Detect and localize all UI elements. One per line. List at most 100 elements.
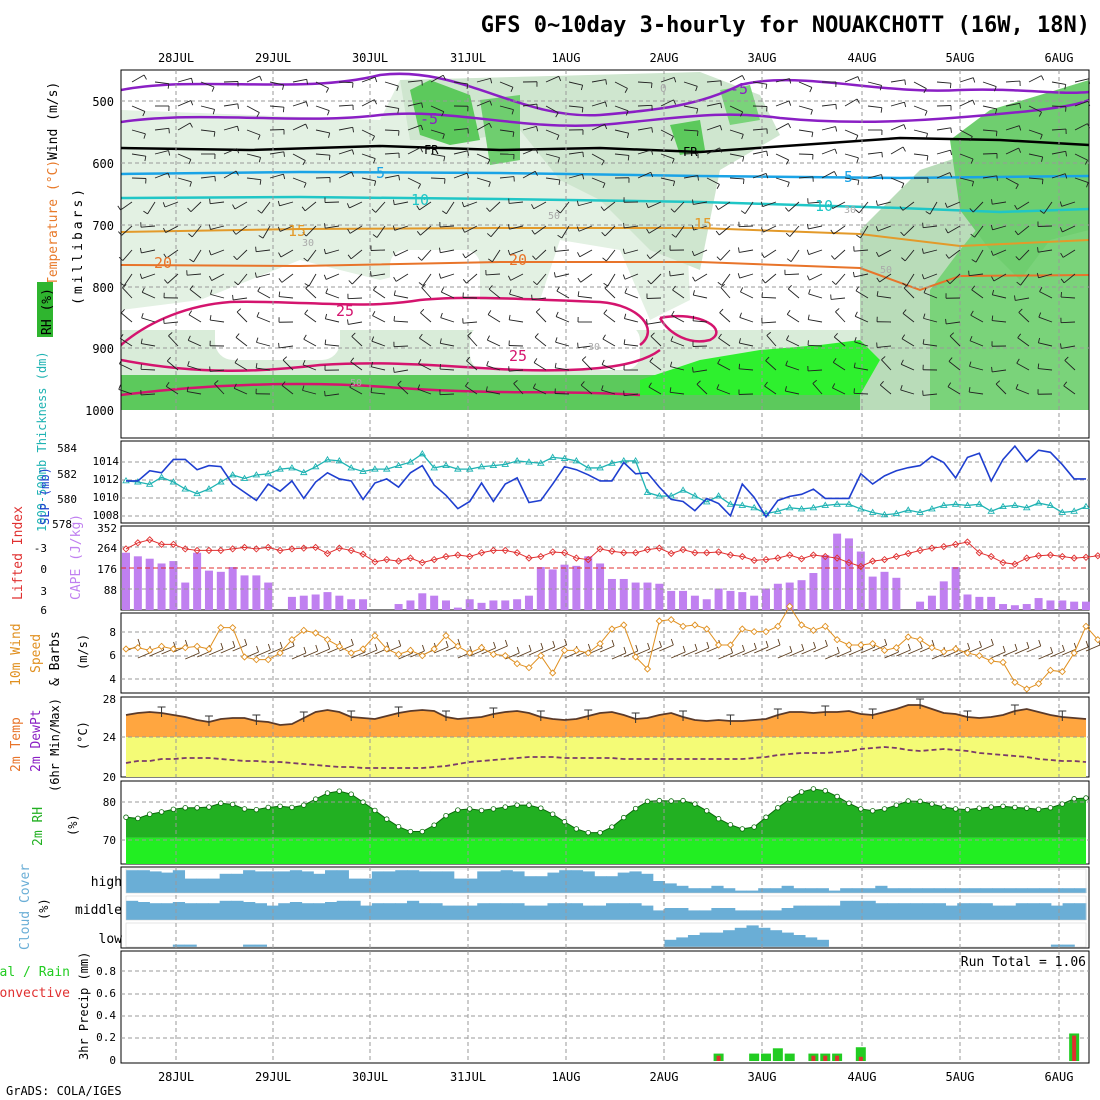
upper-barb-flag-11-32 xyxy=(854,337,857,343)
cloud-middle-66 xyxy=(898,903,911,920)
upper-barb-11-23 xyxy=(650,335,662,347)
upper-barb-10-32 xyxy=(855,315,869,323)
cloud-middle-35 xyxy=(535,905,548,920)
w10-point-24 xyxy=(406,646,415,654)
upper-barb-flag-11-21 xyxy=(602,334,606,340)
upper-barb-3-12 xyxy=(407,147,421,155)
upper-barb-8-31 xyxy=(835,273,846,285)
upper-barb-0-26 xyxy=(729,75,743,83)
upper-barb-13-29 xyxy=(785,390,800,395)
upper-barb-flag-7-7 xyxy=(278,252,282,258)
upper-barb-10-23 xyxy=(647,321,662,325)
upper-barb-flag-4-25 xyxy=(716,184,720,189)
upper-barb-flag-1-21 xyxy=(625,110,629,116)
cape-tick-88: 88 xyxy=(104,584,117,597)
cloud-middle-43 xyxy=(629,903,642,920)
upper-barb-4-24 xyxy=(683,175,698,179)
cloud-high-45 xyxy=(652,881,666,893)
w10-barb-flag-33 xyxy=(528,644,532,652)
temp2m-ticks: 28 24 20 xyxy=(103,693,117,784)
cloud-high-5 xyxy=(184,878,197,893)
upper-barb-10-38 xyxy=(992,320,1007,323)
li-point-4 xyxy=(169,540,178,548)
upper-barb-8-21 xyxy=(607,273,616,287)
upper-barb-flag-12-19 xyxy=(554,362,557,368)
upper-barb-0-21 xyxy=(614,81,628,89)
cloud-middle-36 xyxy=(547,903,560,920)
upper-barb-flag-2-25 xyxy=(719,125,723,131)
cloud-high-20 xyxy=(360,878,373,893)
upper-barb-7-9 xyxy=(325,249,340,255)
upper-barb-3-1 xyxy=(154,150,169,155)
upper-barb-3-5 xyxy=(246,153,261,158)
rh2m-point-63 xyxy=(869,808,876,814)
upper-barb-10-27 xyxy=(739,317,754,323)
upper-barb-flag-11-5 xyxy=(235,333,240,338)
contour-20 xyxy=(121,261,1089,292)
w10-point-23 xyxy=(394,650,403,658)
upper-barb-9-0 xyxy=(122,287,133,299)
upper-barb-flag-10-3 xyxy=(188,310,193,316)
upper-barb-3-23 xyxy=(660,153,675,160)
rh2m-point-5 xyxy=(182,805,188,811)
upper-barb-flag-7-36 xyxy=(945,254,950,259)
upper-barb-7-12 xyxy=(395,249,409,257)
upper-barb-8-26 xyxy=(721,273,731,286)
upper-barb-4-12 xyxy=(407,177,421,185)
upper-barb-flag-6-18 xyxy=(531,229,536,235)
upper-barb-0-18 xyxy=(545,75,559,83)
upper-barb-12-41 xyxy=(1064,360,1076,371)
upper-barb-13-8 xyxy=(302,389,317,395)
upper-barb-flag-5-2 xyxy=(162,202,166,208)
w10-point-5 xyxy=(181,644,189,652)
upper-barb-8-23 xyxy=(650,273,662,285)
upper-barb-11-24 xyxy=(670,340,685,347)
upper-barb-13-24 xyxy=(670,391,685,395)
thickness-point-43 xyxy=(631,457,640,464)
cloud-middle-56 xyxy=(781,908,794,920)
cape-bar-6 xyxy=(193,552,202,610)
upper-barb-flag-10-26 xyxy=(719,308,724,313)
upper-barb-11-36 xyxy=(949,335,961,347)
rh-tick-70: 70 xyxy=(103,834,116,847)
upper-barb-7-18 xyxy=(535,249,547,260)
upper-barb-5-2 xyxy=(164,201,179,208)
upper-barb-0-32 xyxy=(867,81,882,86)
w10-tick-6: 6 xyxy=(109,649,116,662)
thickness-point-60 xyxy=(833,500,841,507)
upper-barb-flag-1-20 xyxy=(604,101,608,107)
upper-barb-11-5 xyxy=(235,337,248,347)
upper-barb-9-27 xyxy=(740,291,754,299)
upper-barb-8-0 xyxy=(123,273,133,286)
li-point-53 xyxy=(750,556,758,565)
w10-barb-48 xyxy=(694,647,710,655)
upper-barb-12-29 xyxy=(785,365,800,371)
li-line xyxy=(125,539,1100,568)
pr-tick-04: 0.4 xyxy=(96,1009,116,1022)
thickness-point-21 xyxy=(371,465,379,472)
upper-barb-flag-6-4 xyxy=(208,224,211,230)
cloud-units: (%) xyxy=(37,898,51,920)
upper-barb-flag-1-29 xyxy=(810,109,813,115)
cloud-middle-44 xyxy=(641,905,654,920)
rh2m-ticks: 80 70 xyxy=(103,796,116,847)
upper-barb-flag-12-10 xyxy=(350,357,355,363)
t2-ylabel-2: 2m DewPt xyxy=(29,709,44,772)
upper-barb-flag-8-22 xyxy=(622,274,626,280)
w10-barb-32 xyxy=(505,652,520,660)
upper-barb-flag-2-30 xyxy=(835,126,838,132)
w10-barb-75 xyxy=(1014,647,1030,655)
upper-barb-flag-8-36 xyxy=(946,279,951,285)
cloud-middle-61 xyxy=(840,900,853,920)
upper-barb-flag-11-31 xyxy=(833,332,838,338)
upper-barb-10-13 xyxy=(420,312,432,323)
thickness-point-27 xyxy=(442,461,450,469)
thk-tick-580: 580 xyxy=(57,493,77,506)
upper-barb-7-26 xyxy=(720,249,731,261)
cape-bar-15 xyxy=(299,595,308,610)
upper-barb-10-19 xyxy=(555,316,570,323)
cape-right-ticks: 352 264 176 88 xyxy=(97,522,117,597)
upper-barb-9-21 xyxy=(604,287,616,299)
upper-barb-8-36 xyxy=(949,273,961,285)
upper-barb-8-9 xyxy=(325,273,340,280)
